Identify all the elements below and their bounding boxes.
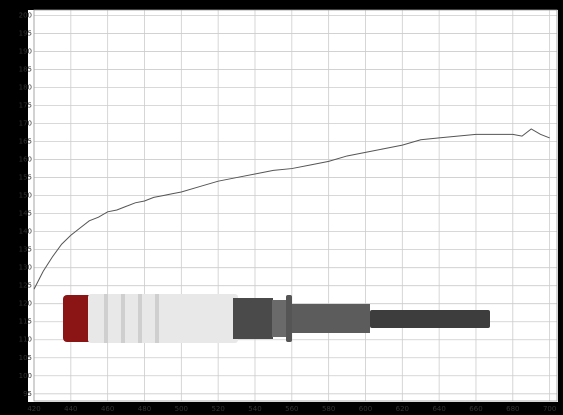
y-tick-label: 130 <box>19 264 32 272</box>
probe-flange <box>286 295 292 342</box>
x-tick-label: 660 <box>469 405 482 413</box>
y-tick-label: 180 <box>19 83 32 91</box>
y-tick-label: 160 <box>19 156 32 164</box>
probe-cap <box>63 295 93 342</box>
y-tick-label: 175 <box>19 101 32 109</box>
y-tick-label: 135 <box>19 246 32 254</box>
y-tick-label: 190 <box>19 47 32 55</box>
x-tick-label: 620 <box>396 405 409 413</box>
y-tick-label: 100 <box>19 372 32 380</box>
x-tick-label: 680 <box>506 405 519 413</box>
x-tick-label: 700 <box>543 405 556 413</box>
probe-grooves <box>104 294 159 343</box>
plot-border <box>33 9 558 402</box>
data-line <box>33 128 550 290</box>
probe-ring <box>272 300 290 337</box>
x-tick-label: 540 <box>248 405 261 413</box>
y-tick-label: 120 <box>19 300 32 308</box>
y-tick-label: 185 <box>19 65 32 73</box>
probe-photo <box>63 294 490 343</box>
x-tick-label: 520 <box>211 405 224 413</box>
y-tick-label: 95 <box>23 390 32 398</box>
probe-sleeve <box>88 294 238 343</box>
y-tick-label: 140 <box>19 228 32 236</box>
x-tick-label: 480 <box>138 405 151 413</box>
probe-collar <box>233 298 273 339</box>
y-tick-label: 105 <box>19 354 32 362</box>
y-tick-label: 200 <box>19 11 32 19</box>
y-tick-label: 150 <box>19 192 32 200</box>
x-tick-label: 560 <box>285 405 298 413</box>
x-tick-label: 500 <box>175 405 188 413</box>
y-tick-label: 155 <box>19 174 32 182</box>
probe-shaft <box>292 304 370 333</box>
probe-rod <box>370 310 490 328</box>
x-tick-label: 640 <box>432 405 445 413</box>
y-tick-label: 195 <box>19 29 32 37</box>
y-tick-label: 125 <box>19 282 32 290</box>
y-tick-label: 165 <box>19 138 32 146</box>
y-tick-label: 110 <box>19 336 32 344</box>
x-tick-label: 420 <box>27 405 40 413</box>
y-tick-label: 115 <box>19 318 32 326</box>
y-tick-label: 170 <box>19 120 32 128</box>
y-tick-label: 145 <box>19 210 32 218</box>
x-tick-label: 460 <box>101 405 114 413</box>
x-tick-label: 580 <box>322 405 335 413</box>
x-tick-label: 600 <box>359 405 372 413</box>
x-tick-label: 440 <box>64 405 77 413</box>
